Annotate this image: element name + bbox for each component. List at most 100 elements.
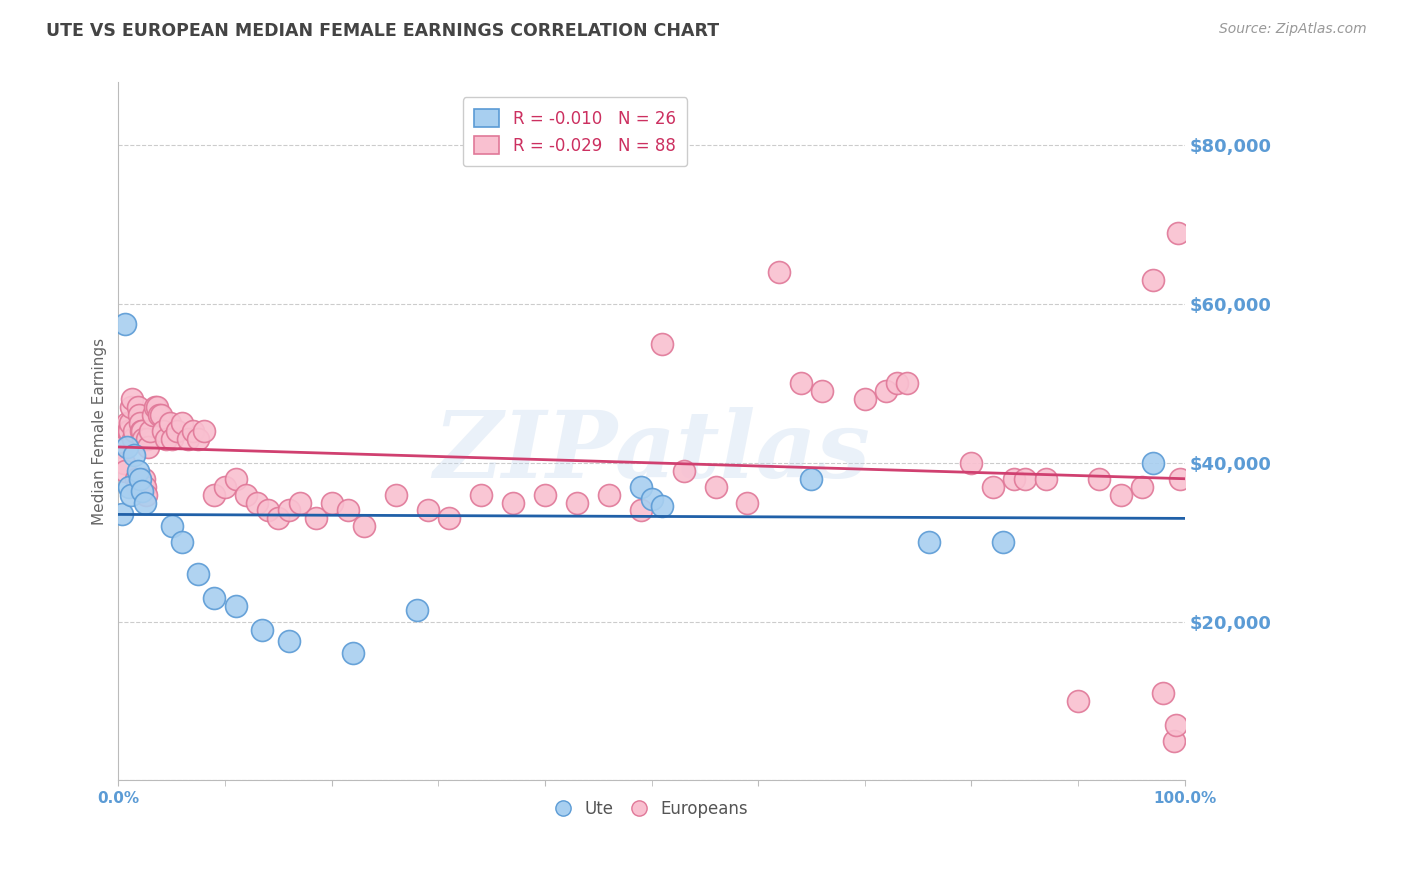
Point bbox=[118, 424, 141, 438]
Point bbox=[252, 623, 274, 637]
Point bbox=[142, 409, 165, 423]
Point bbox=[124, 448, 146, 462]
Point bbox=[225, 472, 247, 486]
Point bbox=[502, 495, 524, 509]
Point bbox=[416, 503, 439, 517]
Point bbox=[1164, 717, 1187, 731]
Point bbox=[960, 456, 983, 470]
Point bbox=[853, 392, 876, 407]
Point bbox=[672, 464, 695, 478]
Point bbox=[128, 472, 150, 486]
Point bbox=[112, 456, 135, 470]
Point bbox=[127, 464, 149, 478]
Point bbox=[120, 401, 142, 415]
Point bbox=[202, 591, 225, 605]
Point bbox=[336, 503, 359, 517]
Text: Source: ZipAtlas.com: Source: ZipAtlas.com bbox=[1219, 22, 1367, 37]
Point bbox=[1142, 456, 1164, 470]
Point bbox=[886, 376, 908, 391]
Point bbox=[235, 487, 257, 501]
Point bbox=[1002, 472, 1025, 486]
Point bbox=[150, 409, 173, 423]
Point bbox=[131, 483, 153, 498]
Point bbox=[288, 495, 311, 509]
Point bbox=[278, 503, 301, 517]
Point bbox=[768, 265, 790, 279]
Point bbox=[630, 480, 652, 494]
Point bbox=[246, 495, 269, 509]
Point bbox=[565, 495, 588, 509]
Point bbox=[127, 401, 149, 415]
Point bbox=[278, 634, 301, 648]
Point bbox=[437, 511, 460, 525]
Point bbox=[225, 599, 247, 613]
Point bbox=[187, 566, 209, 581]
Point bbox=[114, 464, 136, 478]
Point bbox=[134, 495, 156, 509]
Point bbox=[534, 487, 557, 501]
Point bbox=[630, 503, 652, 517]
Point bbox=[120, 487, 142, 501]
Point bbox=[115, 440, 138, 454]
Point bbox=[135, 487, 157, 501]
Point bbox=[896, 376, 918, 391]
Point bbox=[129, 424, 152, 438]
Point bbox=[737, 495, 759, 509]
Point bbox=[124, 472, 146, 486]
Point bbox=[1152, 686, 1174, 700]
Text: ZIPatlas: ZIPatlas bbox=[433, 407, 870, 497]
Point bbox=[136, 440, 159, 454]
Point bbox=[651, 500, 673, 514]
Point bbox=[177, 432, 200, 446]
Point bbox=[155, 432, 177, 446]
Point bbox=[598, 487, 620, 501]
Y-axis label: Median Female Earnings: Median Female Earnings bbox=[93, 337, 107, 524]
Point bbox=[172, 535, 194, 549]
Point bbox=[152, 424, 174, 438]
Point bbox=[132, 432, 155, 446]
Point bbox=[800, 472, 823, 486]
Point bbox=[305, 511, 328, 525]
Point bbox=[143, 401, 166, 415]
Point bbox=[134, 480, 156, 494]
Point bbox=[202, 487, 225, 501]
Point bbox=[114, 317, 136, 331]
Point bbox=[181, 424, 204, 438]
Point bbox=[1067, 694, 1090, 708]
Point bbox=[267, 511, 290, 525]
Point bbox=[125, 480, 148, 494]
Point bbox=[321, 495, 343, 509]
Point bbox=[166, 424, 188, 438]
Point bbox=[160, 432, 183, 446]
Point bbox=[353, 519, 375, 533]
Point bbox=[124, 424, 146, 438]
Point bbox=[172, 416, 194, 430]
Point bbox=[146, 401, 169, 415]
Point bbox=[117, 424, 139, 438]
Point bbox=[128, 416, 150, 430]
Point bbox=[139, 424, 162, 438]
Point bbox=[214, 480, 236, 494]
Point bbox=[790, 376, 813, 391]
Point bbox=[111, 440, 134, 454]
Point bbox=[1035, 472, 1057, 486]
Point bbox=[470, 487, 492, 501]
Legend: Ute, Europeans: Ute, Europeans bbox=[548, 793, 755, 824]
Point bbox=[193, 424, 215, 438]
Text: UTE VS EUROPEAN MEDIAN FEMALE EARNINGS CORRELATION CHART: UTE VS EUROPEAN MEDIAN FEMALE EARNINGS C… bbox=[46, 22, 720, 40]
Point bbox=[1088, 472, 1111, 486]
Point bbox=[342, 646, 364, 660]
Point bbox=[159, 416, 181, 430]
Point bbox=[128, 409, 150, 423]
Point bbox=[1170, 472, 1192, 486]
Point bbox=[111, 508, 134, 522]
Point bbox=[384, 487, 406, 501]
Point bbox=[1109, 487, 1132, 501]
Point bbox=[704, 480, 727, 494]
Point bbox=[122, 432, 145, 446]
Point bbox=[993, 535, 1015, 549]
Point bbox=[148, 409, 170, 423]
Point bbox=[875, 384, 897, 399]
Point bbox=[1014, 472, 1036, 486]
Point bbox=[1167, 226, 1189, 240]
